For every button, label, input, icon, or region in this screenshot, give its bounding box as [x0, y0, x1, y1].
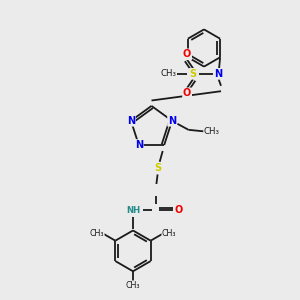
Text: H: H [131, 206, 138, 215]
Text: CH₃: CH₃ [160, 69, 176, 78]
Text: N: N [135, 140, 143, 150]
Text: O: O [183, 88, 191, 98]
Text: CH₃: CH₃ [90, 229, 104, 238]
Text: O: O [183, 49, 191, 59]
Text: CH₃: CH₃ [162, 229, 176, 238]
Text: N: N [214, 69, 223, 79]
Text: CH₃: CH₃ [126, 281, 140, 290]
Text: S: S [154, 164, 162, 173]
Text: N: N [168, 116, 176, 126]
Text: CH₃: CH₃ [204, 127, 220, 136]
Text: S: S [190, 69, 197, 79]
Text: NH: NH [126, 206, 140, 215]
Text: N: N [127, 116, 135, 126]
Text: O: O [174, 206, 182, 215]
